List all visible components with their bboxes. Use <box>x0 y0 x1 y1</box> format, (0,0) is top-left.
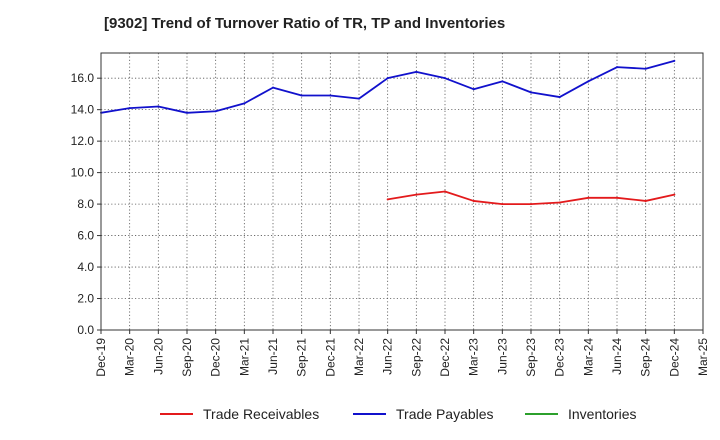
y-tick-label: 6.0 <box>77 229 94 243</box>
x-tick-label: Sep-24 <box>639 338 653 377</box>
trade-payables-point <box>501 80 504 83</box>
trade-payables-point <box>157 105 160 108</box>
trade-payables-point <box>300 94 303 97</box>
trade-receivables-point <box>444 190 446 193</box>
trade-receivables-point <box>501 203 504 206</box>
trade-payables-point <box>214 110 217 113</box>
trade-receivables-point <box>587 196 590 199</box>
trade-payables-point <box>530 91 532 94</box>
trade-payables-point <box>673 59 676 62</box>
x-tick-label: Jun-22 <box>381 338 395 375</box>
x-tick-label: Dec-23 <box>553 338 567 377</box>
trade-receivables-point <box>558 201 561 204</box>
x-tick-label: Jun-24 <box>610 338 624 375</box>
x-tick-label: Mar-25 <box>696 338 710 376</box>
y-tick-label: 2.0 <box>77 292 94 306</box>
x-tick-label: Mar-21 <box>237 338 251 376</box>
x-tick-label: Mar-23 <box>467 338 481 376</box>
trade-receivables-point <box>415 193 418 196</box>
x-tick-label: Jun-23 <box>495 338 509 375</box>
trade-payables-point <box>329 94 332 97</box>
trade-payables-point <box>272 86 274 89</box>
x-tick-label: Sep-23 <box>524 338 538 377</box>
x-tick-label: Sep-21 <box>295 338 309 377</box>
trade-payables-point <box>386 77 389 80</box>
trade-payables-point <box>128 107 131 110</box>
trade-receivables-point <box>616 196 618 199</box>
x-tick-label: Mar-24 <box>581 338 595 376</box>
plot-frame <box>100 52 704 331</box>
y-tick-label: 0.0 <box>77 323 94 337</box>
trade-payables-point <box>472 88 475 91</box>
x-tick-label: Jun-21 <box>266 338 280 375</box>
y-tick-label: 16.0 <box>71 71 95 85</box>
x-tick-label: Dec-19 <box>94 338 108 377</box>
legend: Trade Receivables Trade Payables Inventori… <box>160 406 636 422</box>
trade-payables-point <box>358 97 360 100</box>
legend-label-trade-receivables: Trade Receivables <box>203 406 319 422</box>
y-tick-label: 8.0 <box>77 197 94 211</box>
x-tick-label: Mar-22 <box>352 338 366 376</box>
trade-payables-point <box>243 102 246 105</box>
legend-label-inventories: Inventories <box>568 406 636 422</box>
trade-payables-point <box>415 70 418 73</box>
x-tick-label: Sep-22 <box>409 338 423 377</box>
trade-payables-point <box>644 67 647 70</box>
trade-payables-point <box>186 111 188 114</box>
trade-receivables-point <box>673 193 676 196</box>
x-tick-label: Dec-21 <box>323 338 337 377</box>
y-tick-label: 12.0 <box>71 134 95 148</box>
trade-payables-point <box>558 96 561 99</box>
grid-layer <box>101 53 703 330</box>
y-tick-label: 14.0 <box>71 103 95 117</box>
trade-receivables-point <box>530 203 532 206</box>
trade-receivables-point <box>386 198 389 201</box>
x-tick-label: Mar-20 <box>123 338 137 376</box>
y-tick-label: 4.0 <box>77 260 94 274</box>
x-tick-label: Jun-20 <box>151 338 165 375</box>
trade-receivables-point <box>472 199 475 202</box>
axis-layer: 0.0 2.0 4.0 6.0 8.0 10.0 12.0 14.0 16.0 Dec-19 Mar… <box>71 52 710 377</box>
y-tick-label: 10.0 <box>71 166 95 180</box>
trade-payables-point <box>587 80 590 83</box>
legend-label-trade-payables: Trade Payables <box>396 406 494 422</box>
x-tick-label: Dec-20 <box>209 338 223 377</box>
x-tick-label: Dec-24 <box>667 338 681 377</box>
trade-receivables-point <box>644 199 647 202</box>
trade-payables-point <box>616 66 618 69</box>
x-tick-label: Dec-22 <box>438 338 452 377</box>
x-tick-label: Sep-20 <box>180 338 194 377</box>
trade-payables-point <box>444 77 446 80</box>
chart-title: [9302] Trend of Turnover Ratio of TR, TP… <box>104 15 506 32</box>
